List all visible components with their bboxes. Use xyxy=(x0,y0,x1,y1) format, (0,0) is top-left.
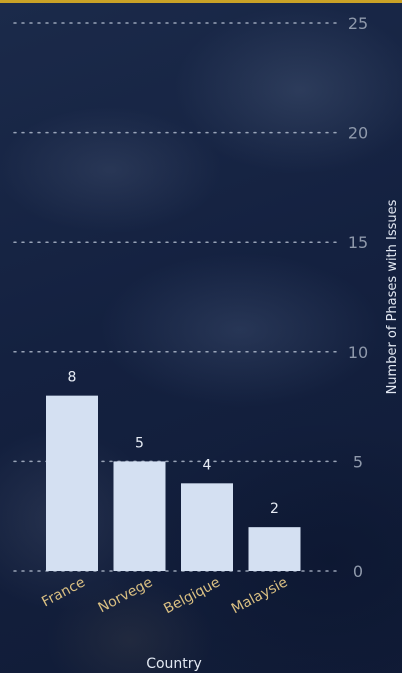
data-label: 5 xyxy=(135,435,144,451)
data-labels: 8 5 4 2 xyxy=(68,370,279,518)
accent-top-border xyxy=(0,0,402,3)
x-tick-label: Belgique xyxy=(161,574,223,617)
y-tick-label: 5 xyxy=(353,452,363,471)
y-tick-label: 20 xyxy=(348,124,368,143)
y-tick-label: 15 xyxy=(348,233,368,252)
data-label: 8 xyxy=(68,370,77,386)
y-tick-label: 10 xyxy=(348,343,368,362)
x-tick-label: Malaysie xyxy=(229,574,291,617)
data-label: 4 xyxy=(203,457,212,473)
x-axis-ticks: France Norvege Belgique Malaysie xyxy=(39,574,290,617)
bar xyxy=(46,395,98,571)
x-tick-label: Norvege xyxy=(96,574,156,616)
data-label: 2 xyxy=(270,501,279,517)
y-tick-label: 0 xyxy=(353,562,363,581)
y-tick-label: 25 xyxy=(348,14,368,33)
bar xyxy=(181,483,233,571)
y-axis-title: Number of Phases with Issues xyxy=(385,199,400,394)
bar xyxy=(248,527,301,571)
y-axis-ticks: 0 5 10 15 20 25 xyxy=(348,14,368,581)
x-axis-title: Country xyxy=(146,656,202,672)
bar xyxy=(113,461,166,571)
x-tick-label: France xyxy=(39,574,88,610)
bars xyxy=(46,395,301,571)
